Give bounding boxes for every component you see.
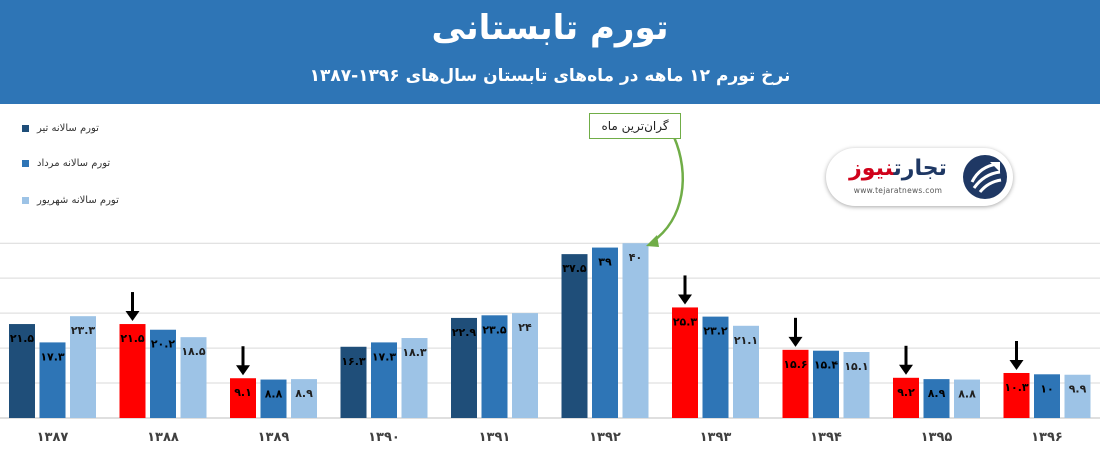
- plot-area: ۲۱.۵ ۱۷.۳ ۲۳.۳ ۱۳۸۷ ۲۱.۵ ۲۰.۲ ۱۸.۵ ۱۳۸۸ ۹.۱ ۸.۸ ۸.…: [0, 136, 1100, 445]
- legend-item-mordad: تورم سالانه مرداد: [22, 156, 110, 170]
- data-label: ۲۱.۱: [734, 334, 758, 347]
- logo-globe-icon: [963, 155, 1007, 199]
- bar: [9, 324, 35, 418]
- bar: [150, 329, 176, 418]
- data-label: ۸.۸: [265, 388, 283, 401]
- legend-swatch-tir: [22, 124, 29, 132]
- data-label: ۲۱.۵: [120, 332, 145, 345]
- annotation-arrow-icon: [651, 136, 684, 244]
- bar: [1064, 374, 1091, 418]
- x-tick-label: ۱۳۹۶: [1031, 430, 1063, 445]
- data-label: ۸.۸: [958, 388, 976, 401]
- data-label: ۱۵.۶: [783, 358, 807, 371]
- legend-label-shahrivar: تورم سالانه شهریور: [37, 194, 119, 206]
- logo-word-news: نیوز: [849, 156, 894, 181]
- bar: [1003, 372, 1030, 418]
- bar: [260, 379, 287, 418]
- data-label: ۱۰.۳: [1004, 381, 1029, 394]
- bar: [291, 379, 317, 418]
- data-label: ۳۹: [598, 256, 612, 269]
- bar: [39, 342, 66, 418]
- data-label: ۱۰: [1040, 382, 1053, 395]
- arrow-icon-head: [125, 311, 140, 322]
- x-tick-label: ۱۳۹۱: [479, 430, 511, 445]
- data-label: ۸.۹: [928, 387, 946, 400]
- bar: [954, 379, 980, 418]
- data-label: ۲۳.۳: [71, 324, 96, 337]
- bar: [592, 247, 618, 418]
- data-label: ۹.۱: [234, 386, 252, 399]
- bar: [923, 379, 950, 418]
- arrow-icon-head: [788, 336, 803, 347]
- x-tick-label: ۱۳۸۷: [37, 430, 69, 445]
- data-label: ۲۲.۹: [452, 326, 477, 339]
- annotation-arrow-head-icon: [646, 235, 659, 247]
- bar: [733, 325, 759, 418]
- bar: [672, 307, 698, 418]
- x-tick-label: ۱۳۹۲: [589, 430, 621, 445]
- bar: [340, 346, 367, 418]
- bar: [180, 337, 207, 418]
- bar: [782, 349, 809, 418]
- data-label: ۱۵.۴: [814, 359, 839, 372]
- arrow-icon-head: [899, 364, 913, 375]
- data-label: ۹.۲: [897, 386, 915, 399]
- logo-word-tejarat: تجارت: [893, 156, 947, 181]
- legend-item-shahrivar: تورم سالانه شهریور: [22, 193, 119, 207]
- data-label: ۴۰: [629, 251, 642, 264]
- bar: [561, 254, 588, 418]
- x-tick-label: ۱۳۹۰: [368, 430, 400, 445]
- annotation-most-expensive-month: گران‌ترین ماه: [589, 113, 681, 139]
- bar: [622, 243, 649, 418]
- arrow-icon-head: [1009, 359, 1024, 370]
- bar: [230, 378, 256, 418]
- bar: [702, 316, 729, 418]
- x-tick-label: ۱۳۸۸: [147, 430, 179, 445]
- data-label: ۱۷.۳: [40, 350, 65, 363]
- data-label: ۲۳.۵: [482, 323, 507, 336]
- data-label: ۲۵.۳: [673, 315, 698, 328]
- data-label: ۱۵.۱: [844, 360, 868, 373]
- tejaratnews-logo: تجارتنیوز www.tejaratnews.com: [826, 148, 1013, 206]
- chart-header: تورم تابستانی نرخ تورم ۱۲ ماهه در ماه‌ها…: [0, 0, 1100, 104]
- bar: [893, 377, 919, 418]
- legend-swatch-mordad: [22, 159, 29, 167]
- data-label: ۱۷.۳: [372, 350, 397, 363]
- logo-url: www.tejaratnews.com: [853, 186, 943, 195]
- bar: [451, 317, 477, 418]
- x-tick-label: ۱۳۸۹: [258, 430, 290, 445]
- legend-swatch-shahrivar: [22, 196, 29, 204]
- legend-item-tir: تورم سالانه تیر: [22, 121, 99, 135]
- data-label: ۲۰.۲: [151, 338, 176, 351]
- data-label: ۱۸.۳: [402, 346, 427, 359]
- x-tick-label: ۱۳۹۳: [700, 430, 732, 445]
- data-label: ۱۶.۳: [341, 355, 366, 368]
- bar: [1034, 374, 1060, 418]
- chart-subtitle: نرخ تورم ۱۲ ماهه در ماه‌های تابستان سال‌…: [309, 66, 791, 86]
- bar: [119, 324, 146, 418]
- bar: [401, 338, 428, 418]
- bar: [843, 352, 870, 418]
- logo-wordmark: تجارتنیوز: [838, 156, 958, 181]
- bar: [512, 313, 538, 418]
- data-label: ۲۳.۲: [703, 325, 728, 338]
- data-label: ۳۷.۵: [562, 262, 587, 275]
- bar: [70, 316, 96, 418]
- data-label: ۱۸.۵: [181, 345, 206, 358]
- x-tick-label: ۱۳۹۵: [921, 430, 953, 445]
- legend-label-mordad: تورم سالانه مرداد: [37, 157, 111, 169]
- data-label: ۸.۹: [295, 387, 313, 400]
- x-tick-label: ۱۳۹۴: [810, 430, 842, 445]
- arrow-icon-head: [678, 294, 692, 305]
- bar: [813, 350, 839, 418]
- bar: [481, 315, 508, 418]
- chart-title: تورم تابستانی: [431, 8, 669, 48]
- data-label: ۲۴: [518, 321, 532, 334]
- arrow-icon-head: [236, 365, 250, 376]
- bar: [371, 342, 397, 418]
- legend-label-tir: تورم سالانه تیر: [37, 122, 99, 134]
- data-label: ۹.۹: [1069, 383, 1087, 396]
- data-label: ۲۱.۵: [10, 332, 35, 345]
